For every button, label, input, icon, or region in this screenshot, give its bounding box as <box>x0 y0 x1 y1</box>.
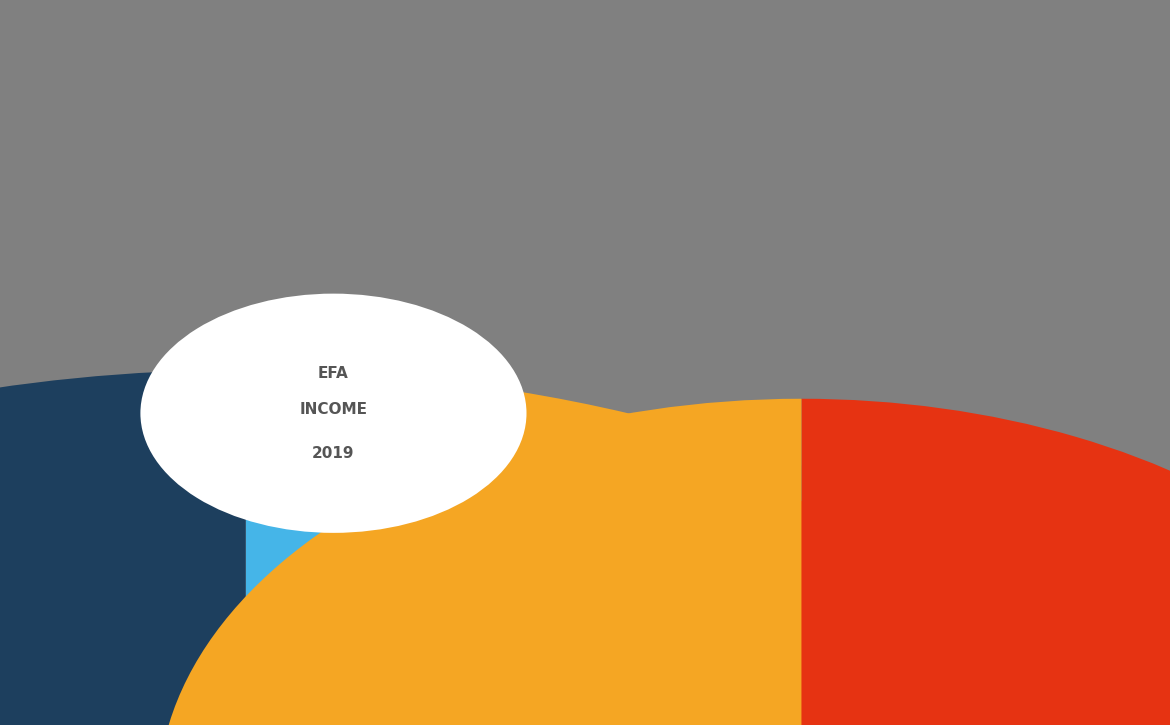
Wedge shape <box>246 391 739 725</box>
Wedge shape <box>158 399 801 725</box>
Text: INCOME: INCOME <box>300 402 367 417</box>
Wedge shape <box>246 444 827 725</box>
Wedge shape <box>0 476 1170 725</box>
Text: EFA: EFA <box>318 366 349 381</box>
Circle shape <box>140 294 526 533</box>
Text: 2019: 2019 <box>312 446 355 460</box>
Wedge shape <box>0 370 246 725</box>
Wedge shape <box>801 399 1170 725</box>
Wedge shape <box>246 370 516 725</box>
